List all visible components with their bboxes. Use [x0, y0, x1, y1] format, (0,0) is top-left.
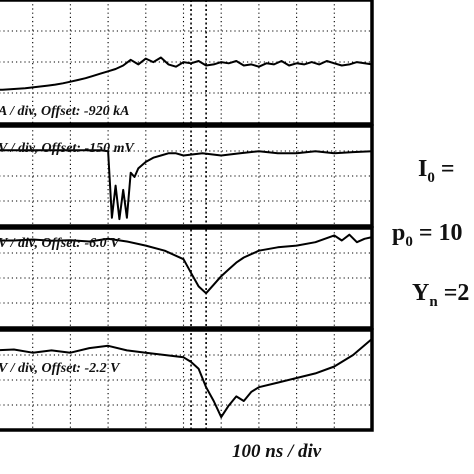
side-label-yn-sub: n: [429, 294, 438, 310]
panel-3-trace: [0, 233, 373, 295]
trace-layer: [0, 56, 373, 419]
side-label-yn-base: Y: [412, 280, 429, 306]
side-label-i0-sub: 0: [427, 170, 435, 186]
panel-1-frame: [0, 0, 374, 126]
side-label-yn-text: =2: [438, 280, 470, 306]
panel-3-scale-label: V / div, Offset: -6.0 V: [0, 236, 121, 251]
time-scale-label: 100 ns / div: [232, 441, 322, 462]
panel-2-frame: [0, 124, 374, 228]
side-label-yn: Yn =2: [412, 280, 469, 310]
panel-borders: [0, 0, 374, 432]
side-label-i0-base: I: [418, 156, 427, 182]
panel-4-trace: [0, 338, 373, 419]
panel-4-scale-label: V / div, Offset: -2.2 V: [0, 361, 121, 376]
side-label-p0-sub: 0: [405, 234, 413, 250]
side-label-i0-text: =: [435, 156, 455, 182]
panel-2-scale-label: V / div, Offset: -150 mV: [0, 141, 136, 156]
side-label-p0-base: p: [392, 220, 405, 246]
panel-1-scale-label: A / div, Offset: -920 kA: [0, 104, 129, 119]
side-label-i0: I0 =: [418, 156, 455, 186]
panel-4-frame: [0, 328, 374, 432]
side-label-p0-text: = 10: [413, 220, 463, 246]
panel-1-trace: [0, 56, 373, 91]
panel-3-frame: [0, 226, 374, 330]
side-label-p0: p0 = 10: [392, 220, 463, 250]
panel-2-trace: [0, 149, 373, 221]
